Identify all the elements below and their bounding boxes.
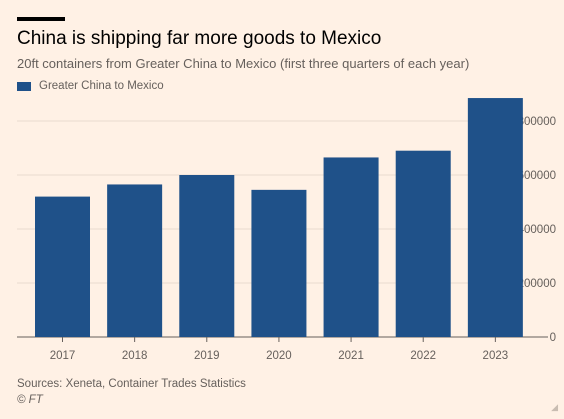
bar <box>179 175 235 337</box>
resize-grip-icon[interactable]: ◢ <box>551 402 558 412</box>
bar <box>35 196 90 337</box>
y-tick-label: 600000 <box>518 170 556 182</box>
top-rule <box>17 17 65 21</box>
y-tick-label: 200000 <box>518 278 556 290</box>
x-tick-label: 2020 <box>266 350 292 362</box>
bar <box>251 189 307 337</box>
bar <box>323 157 379 337</box>
credit: © FT <box>17 394 43 406</box>
chart-subtitle: 20ft containers from Greater China to Me… <box>17 56 470 71</box>
legend-swatch <box>17 81 31 91</box>
x-tick-label: 2019 <box>194 350 220 362</box>
x-tick-label: 2022 <box>410 350 436 362</box>
x-tick-label: 2021 <box>338 350 364 362</box>
bar <box>107 184 163 337</box>
chart-title: China is shipping far more goods to Mexi… <box>17 28 382 49</box>
y-tick-label: 800000 <box>518 116 556 128</box>
bar <box>395 150 451 337</box>
x-tick-label: 2023 <box>483 350 509 362</box>
x-tick-label: 2017 <box>50 350 76 362</box>
legend-label: Greater China to Mexico <box>39 80 164 92</box>
y-tick-label: 0 <box>550 332 556 344</box>
x-tick-label: 2018 <box>122 350 148 362</box>
y-tick-label: 400000 <box>518 224 556 236</box>
source-note: Sources: Xeneta, Container Trades Statis… <box>17 378 246 390</box>
legend: Greater China to Mexico <box>17 80 164 92</box>
bar <box>467 98 523 337</box>
